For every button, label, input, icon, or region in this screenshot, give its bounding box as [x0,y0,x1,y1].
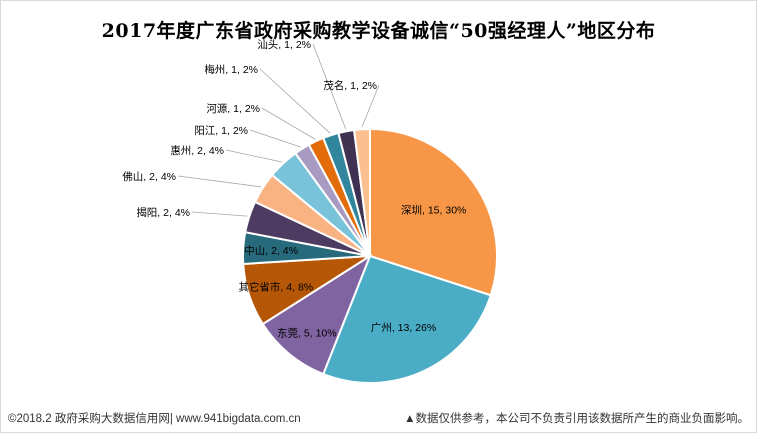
footer-disclaimer: ▲数据仅供参考，本公司不负责引用该数据所产生的商业负面影响。 [404,413,749,425]
slice-label-3: 其它省市, 4, 8% [238,281,313,294]
leader-line-10 [259,68,331,134]
slice-label-6: 佛山, 2, 4% [122,170,176,183]
leader-line-5 [191,211,248,217]
slice-label-7: 惠州, 2, 4% [170,144,224,157]
slice-label-4: 中山, 2, 4% [244,244,298,257]
slice-label-5: 揭阳, 2, 4% [136,206,190,219]
leader-line-6 [177,175,262,188]
leader-line-11 [312,43,347,130]
pie-slice-1 [321,254,493,384]
slice-label-11: 汕头, 1, 2% [257,39,311,51]
slice-label-9: 河源, 1, 2% [206,102,260,115]
leader-line-9 [261,107,316,140]
leader-line-7 [225,149,282,163]
slice-label-12: 茂名, 1, 2% [323,79,377,92]
footer-source: ©2018.2 政府采购大数据信用网| www.941bigdata.com.c… [8,413,301,425]
slice-label-0: 深圳, 15, 30% [401,205,466,217]
chart-title: 2017年度广东省政府采购教学设备诚信“50强经理人”地区分布 [101,20,656,42]
slice-label-2: 东莞, 5, 10% [277,326,337,339]
pie-slice-12 [352,127,371,257]
slice-label-10: 梅州, 1, 2% [204,63,258,76]
pie-slice-2 [261,253,373,376]
pie-slice-0 [369,127,498,297]
slice-label-1: 广州, 13, 26% [371,322,436,334]
slice-label-8: 阳江, 1, 2% [194,125,248,137]
leader-line-12 [361,84,380,128]
leader-line-8 [249,129,302,148]
